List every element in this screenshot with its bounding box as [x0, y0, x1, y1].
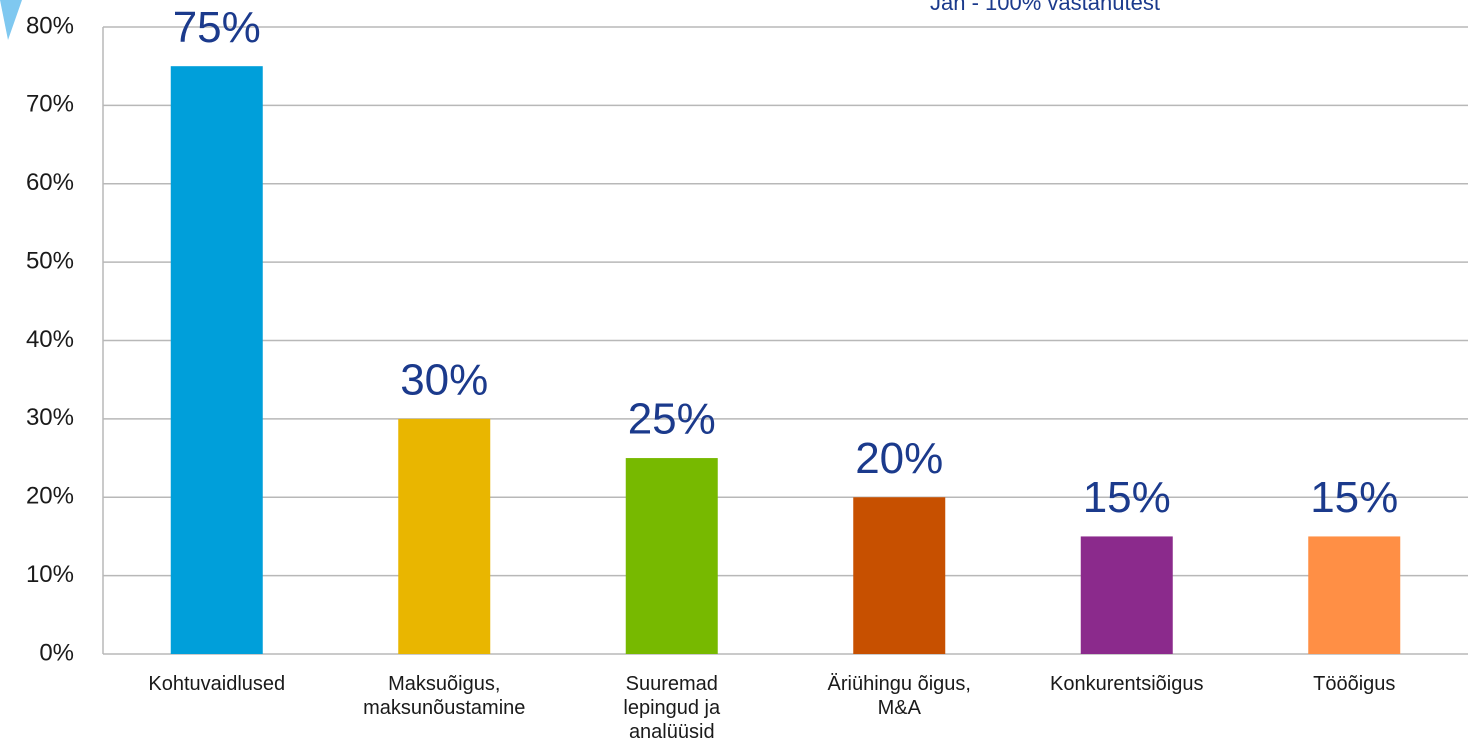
x-tick-label: Äriühingu õigus, M&A: [827, 673, 971, 719]
bar: [853, 497, 946, 654]
y-tick-label: 20%: [26, 483, 74, 510]
x-tick-label: Tööõigus: [1313, 673, 1396, 695]
y-tick-label: 10%: [26, 561, 74, 588]
y-tick-label: 60%: [26, 169, 74, 196]
bar: [625, 458, 718, 654]
bar: [170, 66, 263, 654]
bar: [1080, 536, 1173, 654]
x-tick-label: Konkurentsiõigus: [1050, 673, 1204, 695]
value-label: 75%: [173, 3, 261, 52]
value-label: 30%: [400, 356, 488, 405]
x-tick-label: Maksuõigus, maksunõustamine: [363, 673, 526, 719]
value-label: 15%: [1083, 473, 1171, 522]
y-tick-label: 30%: [26, 404, 74, 431]
value-label: 25%: [628, 395, 716, 444]
x-tick-label: Kohtuvaidlused: [148, 673, 286, 695]
bar: [398, 418, 491, 654]
y-tick-label: 50%: [26, 247, 74, 274]
value-label: 15%: [1310, 473, 1398, 522]
corner-decoration: [0, 0, 22, 40]
chart-subtitle: Jah - 100% vastanutest: [930, 0, 1160, 15]
y-tick-label: 0%: [39, 639, 74, 666]
y-tick-label: 70%: [26, 91, 74, 118]
y-tick-label: 40%: [26, 326, 74, 353]
x-tick-label: Suuremad lepingud ja analüüsid: [623, 673, 721, 743]
value-label: 20%: [855, 434, 943, 483]
y-tick-label: 80%: [26, 12, 74, 39]
bar: [1308, 536, 1401, 654]
